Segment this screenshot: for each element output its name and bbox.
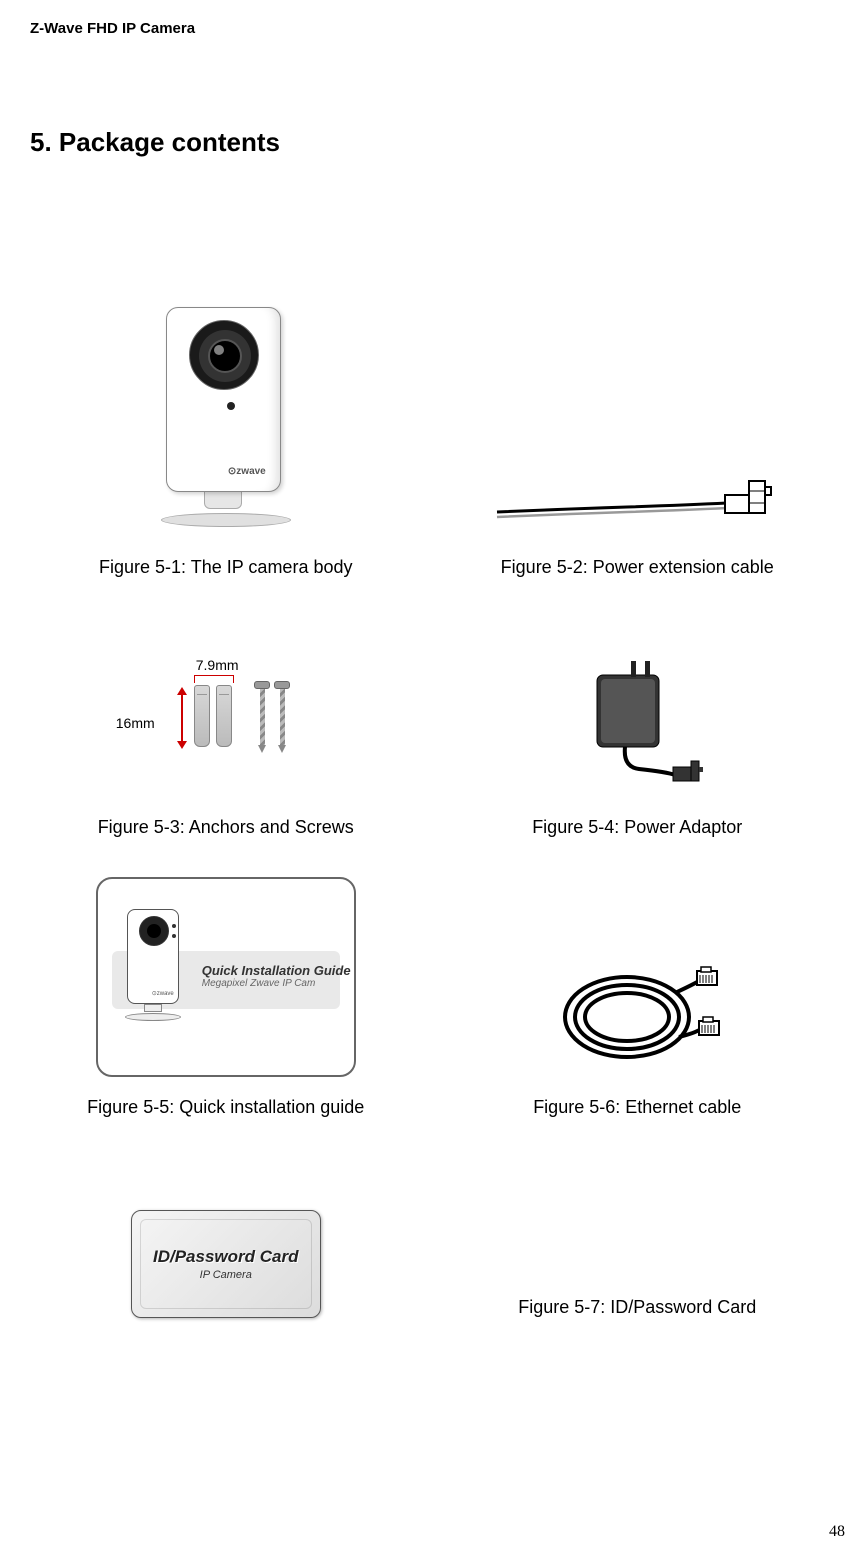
anchors-screws-illustration: 7.9mm 16mm bbox=[116, 657, 336, 797]
figure-5-2-cell: Figure 5-2: Power extension cable bbox=[442, 208, 834, 578]
section-title: 5. Package contents bbox=[30, 127, 833, 158]
page-number: 48 bbox=[829, 1523, 845, 1541]
figure-5-3-caption: Figure 5-3: Anchors and Screws bbox=[98, 817, 354, 838]
ip-camera-illustration: ⊙zwave bbox=[156, 307, 296, 537]
power-extension-cable-illustration bbox=[487, 467, 787, 537]
zwave-logo: ⊙zwave bbox=[167, 466, 266, 477]
figure-5-7-image-cell: ID/Password Card IP Camera bbox=[30, 1118, 422, 1318]
qig-title: Quick Installation Guide bbox=[202, 963, 351, 978]
figure-5-4-caption: Figure 5-4: Power Adaptor bbox=[532, 817, 742, 838]
zwave-logo-small: ⊙zwave bbox=[128, 990, 174, 997]
figure-5-7-caption-cell: Figure 5-7: ID/Password Card bbox=[442, 1118, 834, 1318]
id-password-card-illustration: ID/Password Card IP Camera bbox=[131, 1210, 321, 1318]
idcard-subtitle: IP Camera bbox=[200, 1269, 252, 1281]
quick-installation-guide-illustration: ⊙zwave Quick Installation Guide Megapixe… bbox=[96, 877, 356, 1077]
figure-5-6-cell: Figure 5-6: Ethernet cable bbox=[442, 838, 834, 1118]
qig-subtitle: Megapixel Zwave IP Cam bbox=[202, 978, 351, 989]
figure-5-1-caption: Figure 5-1: The IP camera body bbox=[99, 557, 352, 578]
figure-5-5-cell: ⊙zwave Quick Installation Guide Megapixe… bbox=[30, 838, 422, 1118]
figure-5-7-caption: Figure 5-7: ID/Password Card bbox=[518, 1297, 756, 1318]
power-adaptor-illustration bbox=[567, 657, 707, 797]
dimension-height-label: 16mm bbox=[116, 715, 155, 731]
figure-5-6-caption: Figure 5-6: Ethernet cable bbox=[533, 1097, 741, 1118]
figure-5-5-caption: Figure 5-5: Quick installation guide bbox=[87, 1097, 364, 1118]
figure-5-3-cell: 7.9mm 16mm Figure 5-3: Anchors and Screw… bbox=[30, 578, 422, 838]
figure-5-4-cell: Figure 5-4: Power Adaptor bbox=[442, 578, 834, 838]
idcard-title: ID/Password Card bbox=[153, 1247, 299, 1267]
figure-5-2-caption: Figure 5-2: Power extension cable bbox=[501, 557, 774, 578]
doc-header: Z-Wave FHD IP Camera bbox=[30, 20, 833, 37]
dimension-width-label: 7.9mm bbox=[196, 657, 239, 673]
ethernet-cable-illustration bbox=[547, 937, 727, 1077]
figure-5-1-cell: ⊙zwave Figure 5-1: The IP camera body bbox=[30, 208, 422, 578]
